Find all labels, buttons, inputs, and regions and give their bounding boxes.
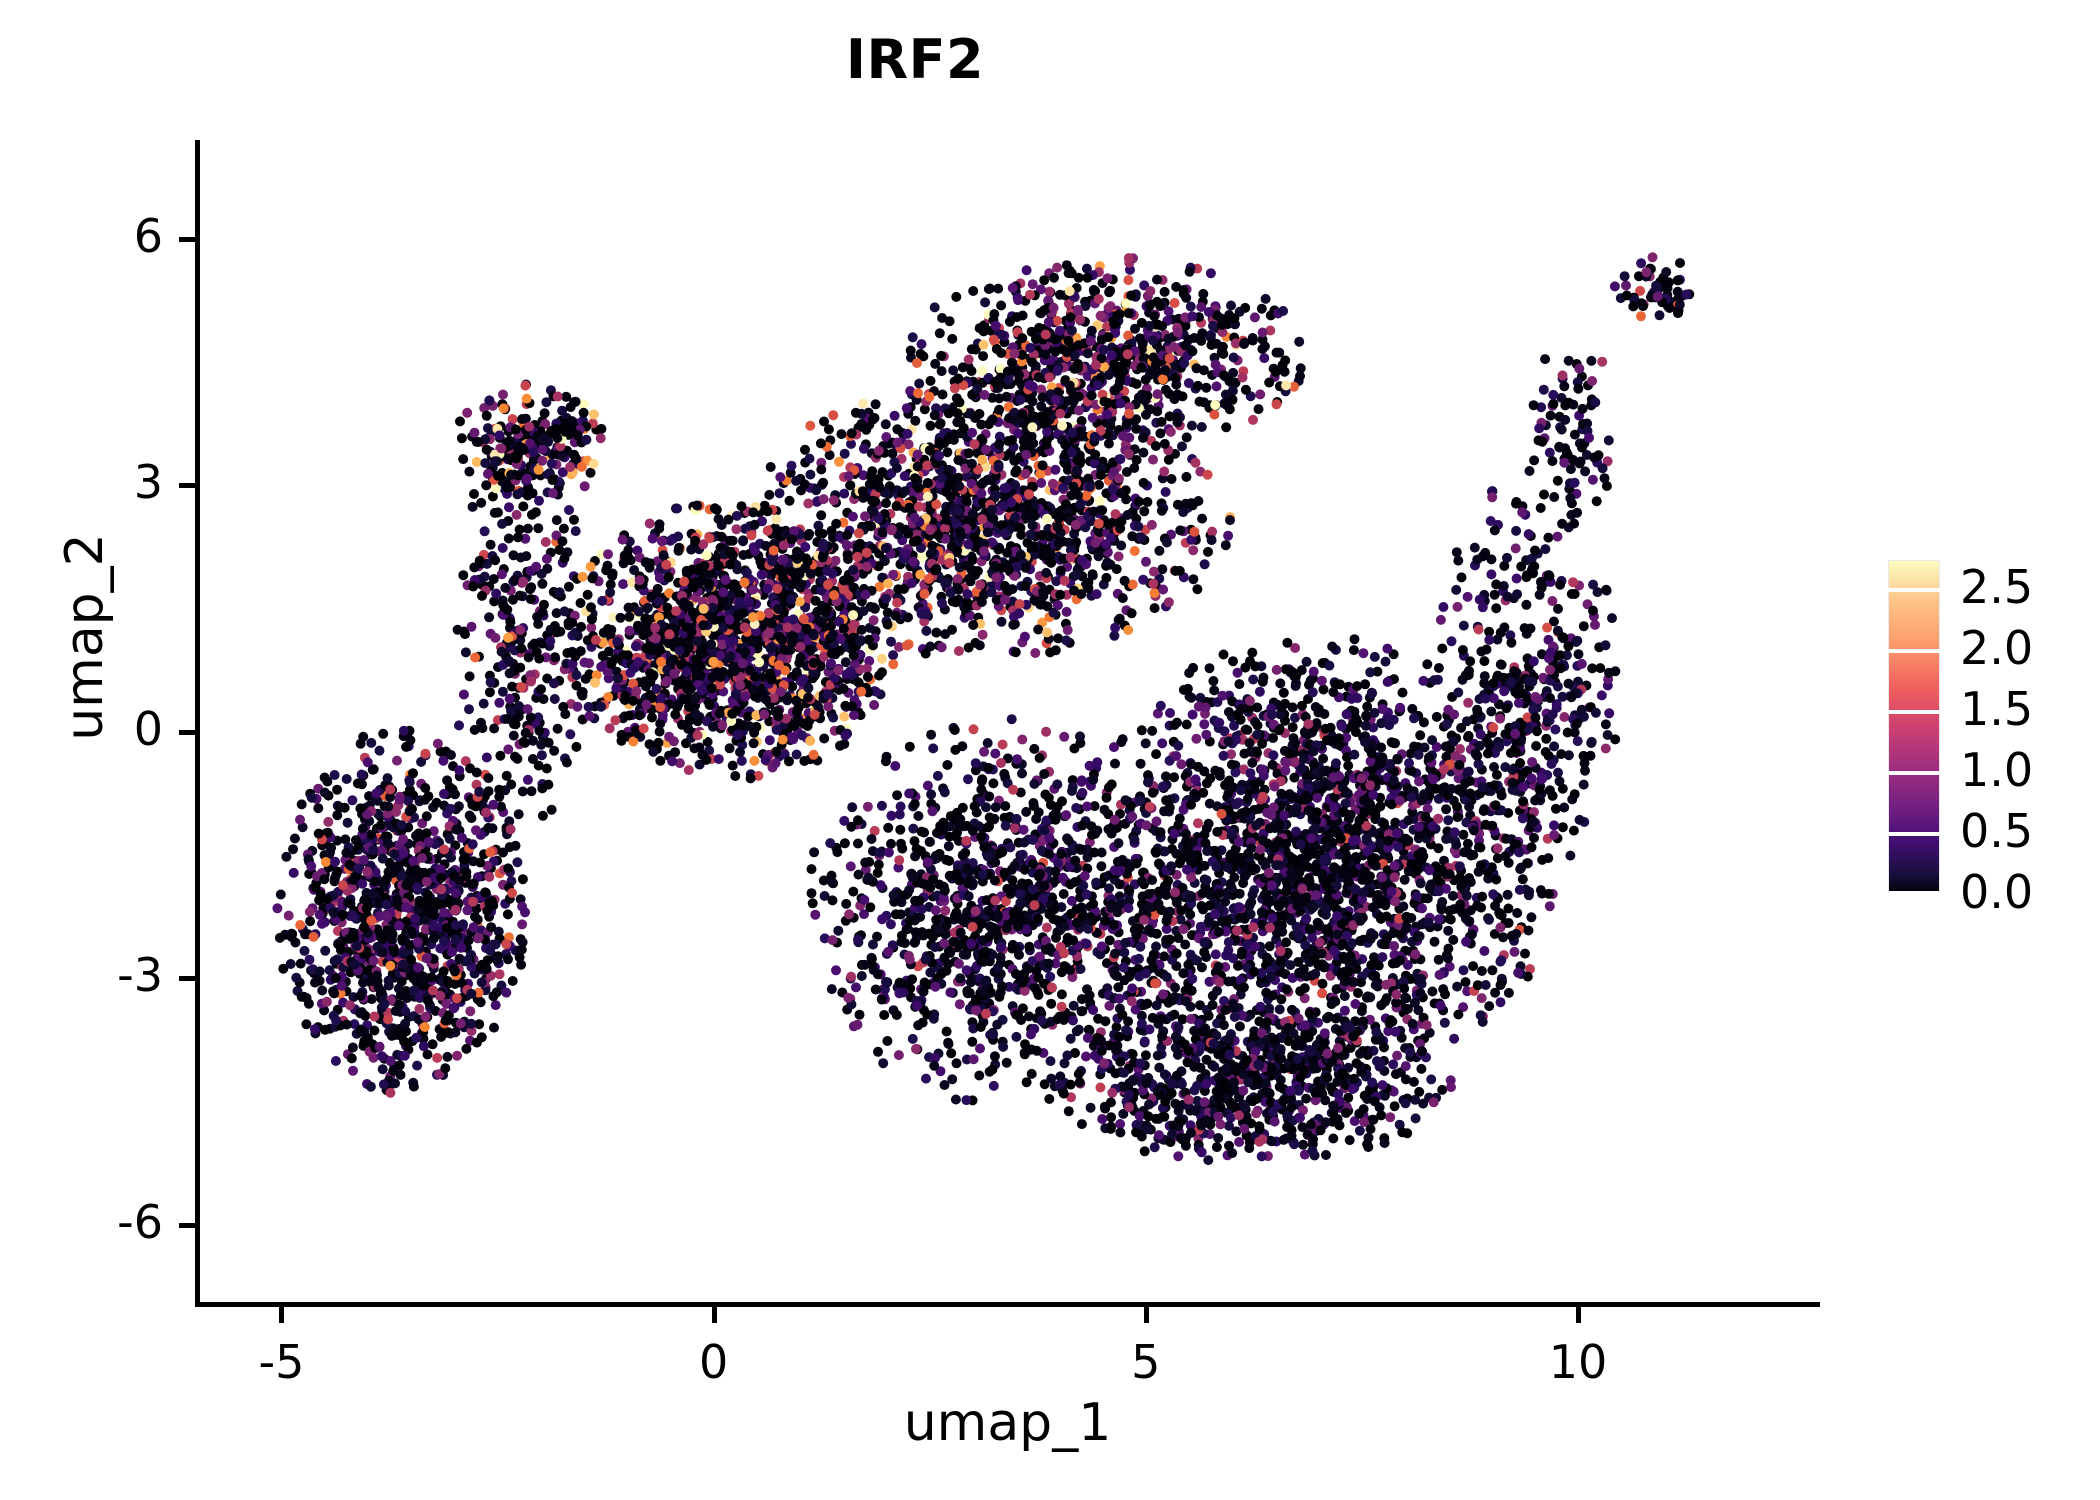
y-tick-mark [179, 483, 195, 489]
colorbar: 2.5 2.0 1.5 1.0 0.5 0.0 [1888, 560, 2088, 919]
y-tick-mark [179, 729, 195, 735]
colorbar-tick-mark [1888, 649, 1940, 654]
x-tick-label: -5 [258, 1335, 305, 1389]
x-axis-spine [195, 1302, 1820, 1307]
y-axis-spine [195, 140, 200, 1307]
x-tick-mark [1143, 1307, 1149, 1323]
colorbar-gradient [1888, 560, 1940, 895]
plot-axes [195, 140, 1820, 1307]
colorbar-tick-label: 0.0 [1960, 865, 2034, 919]
y-tick-label: 6 [133, 208, 163, 263]
colorbar-tick-label: 1.5 [1960, 682, 2034, 737]
y-tick-mark [179, 1222, 195, 1228]
y-tick-label: 0 [133, 701, 163, 756]
scatter-svg [272, 252, 1695, 1166]
colorbar-tick-mark [1888, 891, 1940, 895]
x-tick-mark [1575, 1307, 1581, 1323]
y-axis-label: umap_2 [55, 533, 115, 741]
x-tick-mark [711, 1307, 717, 1323]
colorbar-tick-label: 0.5 [1960, 804, 2034, 859]
y-tick-mark [179, 976, 195, 982]
x-tick-label: 0 [698, 1335, 729, 1389]
colorbar-tick-mark [1888, 710, 1940, 715]
y-tick-label: -6 [117, 1194, 163, 1249]
page-title: IRF2 [845, 28, 985, 91]
y-tick-mark [179, 236, 195, 242]
scatter-points-layer [195, 140, 1820, 1307]
colorbar-tick-mark [1888, 771, 1940, 776]
x-axis-label: umap_1 [903, 1393, 1112, 1453]
x-tick-label: 10 [1548, 1335, 1608, 1389]
x-tick-label: 5 [1131, 1335, 1161, 1389]
y-tick-label: -3 [117, 948, 163, 1003]
y-tick-label: 3 [133, 455, 163, 510]
colorbar-tick-label: 1.0 [1960, 743, 2034, 798]
colorbar-tick-label: 2.0 [1960, 621, 2034, 676]
colorbar-tick-label: 2.5 [1960, 560, 2034, 615]
colorbar-tick-mark [1888, 832, 1940, 837]
colorbar-tick-mark [1888, 588, 1940, 593]
x-tick-mark [279, 1307, 285, 1323]
